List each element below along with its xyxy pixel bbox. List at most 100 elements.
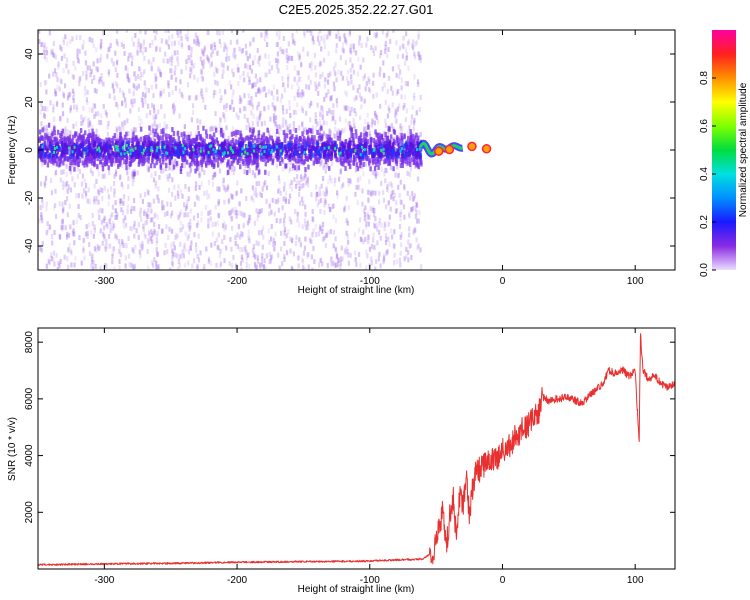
spectrogram-band-cell [220, 131, 223, 137]
spectrogram-noise-cell [263, 258, 266, 264]
spectrogram-noise-cell [202, 59, 205, 65]
spectrogram-noise-cell [365, 126, 368, 132]
spectrogram-band-cell [179, 149, 182, 155]
spectrogram-noise-cell [399, 262, 402, 268]
spectrogram-band-cell [50, 148, 54, 154]
spectrogram-band-cell [387, 161, 390, 167]
spectrogram-band-cell [341, 141, 345, 147]
spectrogram-noise-cell [170, 55, 174, 61]
spectrogram-noise-cell [171, 262, 174, 268]
spectrogram-band-cell [320, 135, 324, 141]
spectrogram-noise-cell [403, 256, 406, 262]
spectrogram-noise-cell [343, 248, 347, 254]
spectrogram-noise-cell [52, 250, 55, 256]
spectrogram-noise-cell [396, 173, 400, 179]
spectrogram-noise-cell [410, 114, 414, 120]
spectrogram-noise-cell [188, 44, 191, 50]
spectrogram-noise-cell [344, 38, 347, 44]
spectrogram-noise-cell [94, 263, 97, 269]
spectrogram-noise-cell [413, 227, 416, 233]
spectrogram-noise-cell [337, 128, 340, 134]
spectrogram-band-cell [344, 156, 347, 162]
spectrogram-band-cell [401, 142, 404, 148]
spectrogram-noise-cell [308, 103, 311, 109]
spectrogram-noise-cell [137, 106, 140, 112]
spectrogram-noise-cell [53, 261, 56, 267]
spectrogram-noise-cell [227, 135, 230, 141]
spectrogram-band-cell [104, 144, 108, 150]
spectrogram-noise-cell [278, 30, 281, 36]
spectrogram-band-cell [214, 127, 218, 133]
spectrogram-noise-cell [43, 113, 46, 119]
spectrogram-band-cell [197, 160, 200, 166]
spectrogram-noise-cell [170, 56, 173, 62]
spectrogram-noise-cell [419, 247, 422, 253]
spectrogram-noise-cell [379, 235, 382, 241]
spectrogram-peak-cell [276, 145, 279, 149]
spectrogram-band-cell [344, 142, 347, 148]
spectrogram-band-cell [303, 158, 307, 164]
spectrogram-band-cell [171, 140, 174, 146]
spectrogram-noise-cell [413, 120, 416, 126]
spectrogram-noise-cell [190, 60, 193, 66]
spectrogram-noise-cell [50, 49, 53, 55]
spectrogram-noise-cell [223, 234, 226, 240]
spectrogram-noise-cell [166, 201, 169, 207]
spectrogram-noise-cell [162, 204, 165, 210]
spectrogram-noise-cell [114, 200, 117, 206]
spectrogram-band-cell [329, 137, 332, 143]
spectrogram-noise-cell [183, 124, 186, 130]
spectrogram-band-cell [209, 158, 212, 164]
spectrogram-band-cell [116, 140, 120, 146]
spectrogram-noise-cell [301, 259, 305, 265]
spectrogram-noise-cell [337, 257, 340, 263]
spectrogram-noise-cell [115, 235, 119, 241]
spectrogram-noise-cell [164, 166, 168, 172]
spectrogram-noise-cell [330, 261, 333, 267]
spectrogram-noise-cell [196, 37, 199, 43]
spectrogram-noise-cell [303, 267, 306, 270]
spectrogram-band-cell [87, 140, 91, 146]
spectrogram-noise-cell [106, 188, 110, 194]
spectrogram-noise-cell [72, 220, 75, 226]
spectrogram-noise-cell [245, 255, 248, 261]
spectrogram-noise-cell [92, 61, 95, 67]
spectrogram-band-cell [147, 140, 151, 146]
spectrogram-band-cell [53, 130, 56, 136]
spectrogram-noise-cell [133, 224, 136, 230]
spectrogram-band-cell [77, 137, 81, 143]
spectrogram-noise-cell [300, 61, 303, 67]
spectrogram-band-cell [272, 147, 275, 153]
spectrogram-noise-cell [152, 56, 155, 62]
snr-x-tick-label: 100 [627, 575, 644, 586]
spectrogram-band-cell [173, 148, 176, 154]
spectrogram-band-cell [316, 129, 319, 135]
spectrogram-noise-cell [234, 53, 237, 59]
spectrogram-noise-cell [302, 264, 305, 270]
spectrogram-noise-cell [99, 120, 103, 126]
spectrogram-noise-cell [417, 34, 420, 40]
spectrogram-noise-cell [187, 233, 190, 239]
spectrogram-band-cell [362, 143, 366, 149]
spectrogram-peak-cell [53, 147, 56, 151]
spectrogram-band-cell [411, 142, 415, 148]
spectrogram-noise-cell [46, 221, 49, 227]
spectrogram-noise-cell [290, 180, 293, 186]
spectrogram-band-cell [326, 153, 329, 159]
spectrogram-noise-cell [179, 30, 183, 36]
spectrogram-band-cell [406, 147, 409, 153]
spectrogram-noise-cell [86, 198, 89, 204]
spectrogram-band-cell [405, 159, 408, 165]
spectrogram-noise-cell [170, 191, 174, 197]
spectrogram-band-cell [46, 148, 49, 154]
spectrogram-noise-cell [119, 252, 122, 258]
spectrogram-noise-cell [216, 68, 219, 74]
spectrogram-noise-cell [189, 131, 192, 137]
spectrogram-noise-cell [189, 224, 192, 230]
spectrogram-noise-cell [283, 217, 286, 223]
spectrogram-peak-cell [68, 146, 71, 150]
spectrogram-band-cell [93, 153, 96, 159]
spectrogram-noise-cell [334, 119, 337, 125]
spectrogram-noise-cell [124, 255, 127, 261]
spectrogram-band-cell [356, 166, 360, 172]
